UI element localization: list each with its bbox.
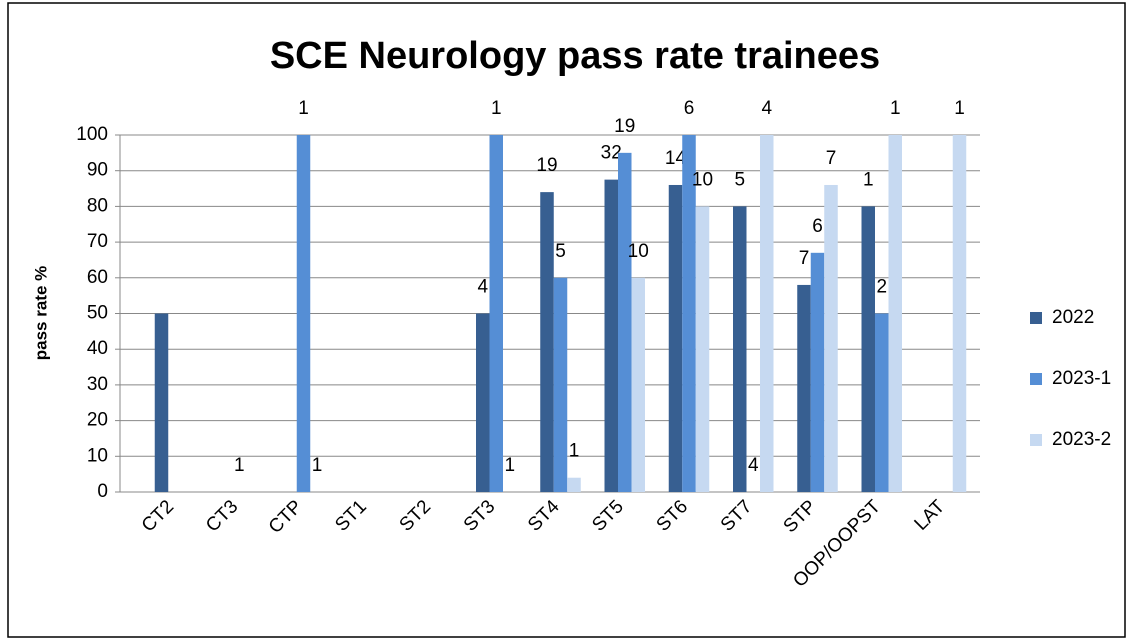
bar: [695, 206, 710, 492]
y-tick-label: 30: [87, 374, 108, 395]
bar: [154, 313, 169, 492]
data-label: 19: [536, 155, 557, 176]
bar: [810, 252, 825, 492]
legend-swatch: [1030, 312, 1042, 324]
legend-label: 2023-2: [1052, 429, 1111, 450]
bar: [604, 179, 618, 492]
bar: [540, 192, 554, 492]
bar: [952, 135, 967, 492]
y-tick-label: 90: [87, 160, 108, 181]
bar: [760, 135, 774, 492]
bar: [489, 135, 503, 492]
data-label: 1: [491, 98, 502, 119]
bar: [668, 184, 683, 493]
bar: [797, 284, 811, 492]
data-label: 10: [628, 241, 649, 262]
data-label: 10: [692, 169, 713, 190]
bar: [861, 206, 875, 492]
data-label: 1: [298, 98, 309, 119]
bar: [888, 135, 902, 492]
bar: [296, 135, 311, 492]
chart-title: SCE Neurology pass rate trainees: [270, 35, 880, 77]
data-label: 1: [504, 455, 515, 476]
bar: [875, 313, 889, 492]
data-label: 1: [954, 98, 965, 119]
legend-label: 2023-1: [1052, 368, 1111, 389]
y-tick-label: 40: [87, 338, 108, 359]
legend-swatch: [1030, 434, 1042, 446]
bar: [553, 277, 568, 492]
data-label: 5: [734, 169, 745, 190]
bar: [682, 135, 696, 492]
bar: [733, 206, 747, 492]
y-axis-label: pass rate %: [31, 266, 50, 361]
data-label: 19: [614, 116, 635, 137]
data-label: 6: [684, 98, 695, 119]
data-label: 4: [477, 277, 488, 298]
legend-swatch: [1030, 373, 1042, 385]
data-label: 1: [234, 455, 245, 476]
bar: [631, 277, 645, 492]
data-label: 1: [569, 441, 580, 462]
data-label: 5: [555, 241, 566, 262]
y-tick-label: 100: [76, 124, 108, 145]
data-label: 7: [826, 148, 837, 169]
bar: [476, 313, 490, 492]
data-label: 6: [812, 216, 823, 237]
data-label: 32: [601, 143, 622, 164]
data-label: 14: [665, 148, 687, 169]
bar: [824, 184, 838, 493]
data-label: 4: [761, 98, 772, 119]
data-label: 1: [863, 169, 874, 190]
y-tick-label: 50: [87, 303, 108, 324]
bar: [618, 152, 632, 492]
y-tick-label: 60: [87, 267, 108, 288]
legend-label: 2022: [1052, 307, 1094, 328]
data-label: 4: [748, 455, 759, 476]
y-tick-label: 0: [97, 481, 108, 502]
data-label: 1: [890, 98, 901, 119]
y-tick-label: 80: [87, 195, 108, 216]
data-label: 1: [312, 455, 323, 476]
data-label: 7: [799, 248, 810, 269]
bar: [567, 477, 581, 492]
y-tick-label: 70: [87, 231, 108, 252]
data-label: 2: [876, 277, 887, 298]
y-tick-label: 10: [87, 445, 108, 466]
y-tick-label: 20: [87, 410, 108, 431]
